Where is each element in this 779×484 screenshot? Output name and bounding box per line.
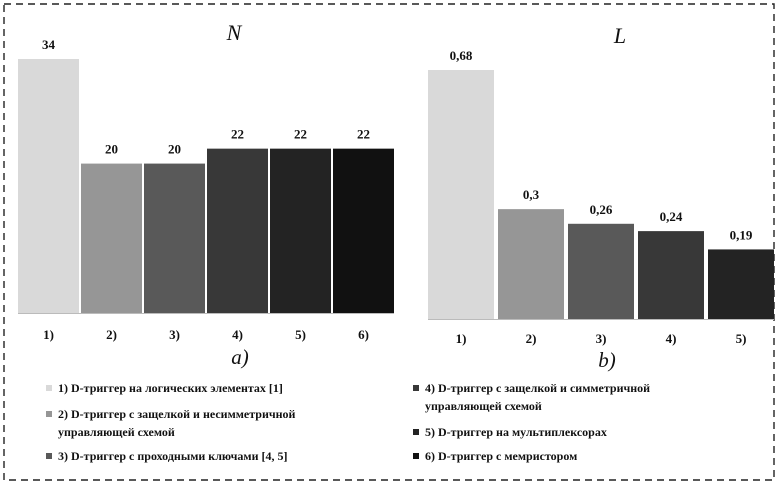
data-label: 0,24 [660,209,683,224]
category-label: 2) [526,331,537,346]
legend-label: 3) D-триггер с проходными ключами [4, 5] [58,449,288,463]
data-label: 34 [42,37,56,52]
bar-4 [207,148,268,313]
data-label: 0,68 [450,48,473,63]
data-label: 20 [168,142,181,157]
bar-3 [144,163,205,313]
legend: 1) D-триггер на логических элементах [1]… [46,381,650,463]
chart-subtitle: a) [231,345,249,369]
chart-l: L 0,68 1) 0,3 2) 0,26 3) 0,24 4) 0,19 5) b) [428,23,774,372]
data-label: 0,26 [590,202,613,217]
bar-2 [81,163,142,313]
dashed-border [3,3,775,481]
data-label: 22 [294,127,307,142]
category-label: 5) [736,331,747,346]
bar-4 [638,231,704,319]
category-label: 3) [596,331,607,346]
legend-label: 2) D-триггер с защелкой и несимметричной [58,407,296,421]
data-label: 22 [231,127,244,142]
legend-swatch [413,453,419,459]
category-label: 4) [666,331,677,346]
data-label: 22 [357,127,370,142]
bar-3 [568,223,634,319]
legend-label: 4) D-триггер с защелкой и симметричной [425,381,650,395]
bar-5 [708,249,774,319]
category-label: 6) [358,327,369,342]
category-label: 3) [169,327,180,342]
bar-6 [333,148,394,313]
category-label: 1) [456,331,467,346]
legend-swatch [46,411,52,417]
category-label: 2) [106,327,117,342]
legend-label: 5) D-триггер на мультиплексорах [425,425,607,439]
data-label: 0,3 [523,187,540,202]
legend-label-continued: управляющей схемой [425,399,542,413]
legend-swatch [413,385,419,391]
category-label: 5) [295,327,306,342]
bar-2 [498,209,564,319]
legend-swatch [46,453,52,459]
chart-n: N 34 1) 20 2) 20 3) 22 4) 22 5) 22 6) a) [18,20,394,369]
legend-swatch [46,385,52,391]
chart-title: N [226,20,243,45]
data-label: 20 [105,142,118,157]
legend-label: 6) D-триггер с мемристором [425,449,577,463]
bar-5 [270,148,331,313]
bar-1 [18,59,79,313]
data-label: 0,19 [730,227,753,242]
legend-label-continued: управляющей схемой [58,425,175,439]
legend-label: 1) D-триггер на логических элементах [1] [58,381,283,395]
chart-subtitle: b) [598,348,616,372]
category-label: 1) [43,327,54,342]
chart-title: L [613,23,626,48]
category-label: 4) [232,327,243,342]
bar-1 [428,70,494,319]
legend-swatch [413,429,419,435]
